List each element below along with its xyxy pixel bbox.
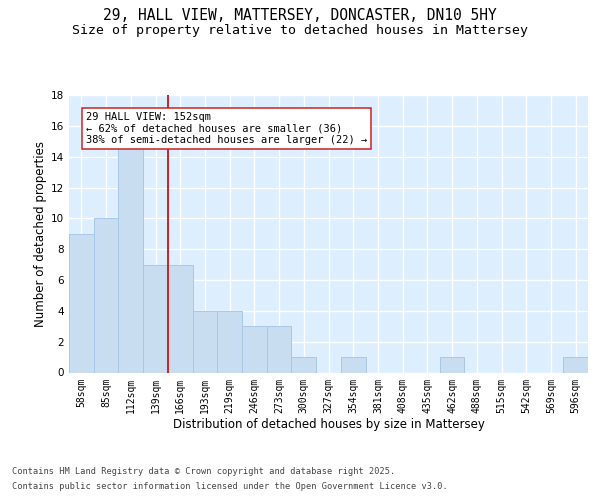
- Bar: [217, 311, 242, 372]
- X-axis label: Distribution of detached houses by size in Mattersey: Distribution of detached houses by size …: [173, 418, 484, 431]
- Text: 29 HALL VIEW: 152sqm
← 62% of detached houses are smaller (36)
38% of semi-detac: 29 HALL VIEW: 152sqm ← 62% of detached h…: [86, 112, 367, 145]
- Bar: [267, 326, 292, 372]
- Bar: [292, 357, 316, 372]
- Bar: [242, 326, 267, 372]
- Bar: [69, 234, 94, 372]
- Text: Contains public sector information licensed under the Open Government Licence v3: Contains public sector information licen…: [12, 482, 448, 491]
- Bar: [341, 357, 365, 372]
- Y-axis label: Number of detached properties: Number of detached properties: [34, 141, 47, 327]
- Bar: [193, 311, 217, 372]
- Bar: [143, 264, 168, 372]
- Bar: [168, 264, 193, 372]
- Bar: [118, 141, 143, 372]
- Bar: [563, 357, 588, 372]
- Text: Size of property relative to detached houses in Mattersey: Size of property relative to detached ho…: [72, 24, 528, 37]
- Bar: [94, 218, 118, 372]
- Text: 29, HALL VIEW, MATTERSEY, DONCASTER, DN10 5HY: 29, HALL VIEW, MATTERSEY, DONCASTER, DN1…: [103, 8, 497, 22]
- Bar: [440, 357, 464, 372]
- Text: Contains HM Land Registry data © Crown copyright and database right 2025.: Contains HM Land Registry data © Crown c…: [12, 467, 395, 476]
